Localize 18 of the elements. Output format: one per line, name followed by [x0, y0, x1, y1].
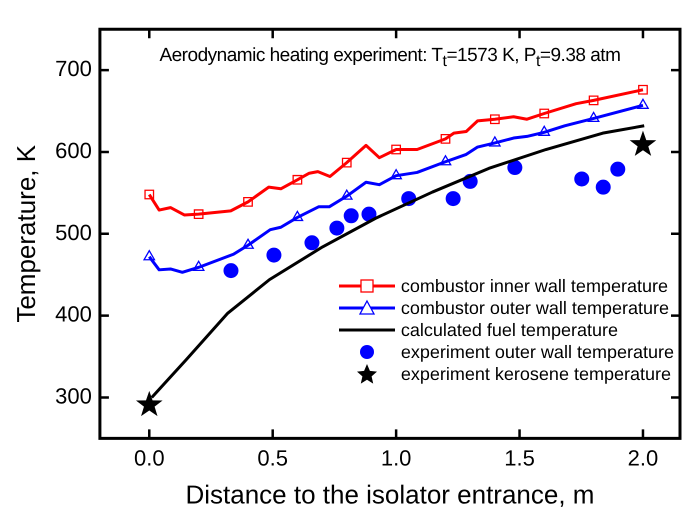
legend-label: experiment kerosene temperature	[400, 362, 671, 385]
x-tick-label: 2.0	[628, 446, 658, 471]
x-tick-label: 1.0	[380, 446, 412, 471]
y-tick-label: 600	[55, 138, 92, 164]
y-tick-label: 700	[55, 56, 92, 82]
legend-label: combustor inner wall temperature	[400, 274, 668, 297]
y-tick-label: 400	[55, 302, 92, 327]
x-tick-label: 1.5	[504, 446, 535, 471]
x-axis-title: Distance to the isolator entrance, m	[185, 480, 594, 510]
y-tick-label: 300	[55, 384, 92, 409]
text: Aerodynamic heating experiment: T$_{t}$=1573 K, P$_{t}$=9.38 atm	[158, 45, 622, 71]
legend-label: experiment outer wall temperature	[400, 340, 674, 363]
legend-label: combustor outer wall temperature	[400, 296, 669, 319]
y-tick-label: 500	[55, 220, 92, 245]
x-tick-label: 0.5	[257, 446, 288, 471]
y-axis-title: Temperature, K	[10, 144, 41, 323]
x-tick-label: 0.0	[134, 446, 165, 471]
legend-label: calculated fuel temperature	[400, 318, 618, 341]
